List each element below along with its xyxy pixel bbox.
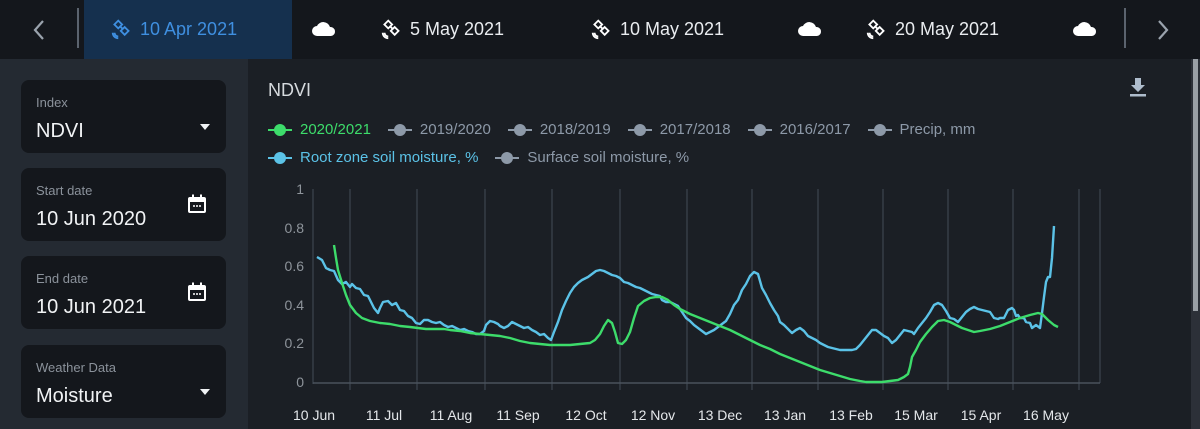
x-tick: 13 Dec <box>697 407 743 423</box>
filters-sidebar: Index NDVI Start date 10 Jun 2020 End da… <box>0 59 248 429</box>
satellite-icon <box>591 18 610 39</box>
legend-marker-icon <box>495 151 520 165</box>
y-tick: 0 <box>296 374 304 390</box>
legend-item-2016-2017[interactable]: 2016/2017 <box>747 121 851 138</box>
satellite-icon <box>866 18 885 39</box>
legend-row-2: Root zone soil moisture, % Surface soil … <box>268 149 706 166</box>
y-tick: 0.8 <box>284 220 304 236</box>
legend-marker-icon <box>387 123 412 137</box>
scene-date: 5 May 2021 <box>410 19 505 39</box>
x-tick: 15 Apr <box>960 407 1002 423</box>
caret-down-icon <box>200 389 210 395</box>
end-date-label: End date <box>36 271 89 286</box>
weather-data-select[interactable]: Weather Data Moisture <box>21 345 226 418</box>
chevron-right-icon <box>1158 19 1169 40</box>
y-tick: 0.2 <box>284 335 304 351</box>
cloud-icon[interactable] <box>1072 17 1098 39</box>
weather-data-value: Moisture <box>36 385 113 407</box>
chart-panel <box>248 59 1191 429</box>
satellite-icon <box>381 18 400 39</box>
x-tick: 16 May <box>1023 407 1069 423</box>
start-date-value: 10 Jun 2020 <box>36 208 147 230</box>
index-label: Index <box>36 95 68 110</box>
legend-item-surface-moisture[interactable]: Surface soil moisture, % <box>495 149 689 166</box>
legend-marker-icon <box>268 151 292 165</box>
y-tick: 0.4 <box>284 297 304 313</box>
scene-date: 10 May 2021 <box>620 19 725 39</box>
scene-item[interactable]: 10 May 2021 <box>590 0 724 59</box>
legend-marker-icon <box>627 123 652 137</box>
end-date-value: 10 Jun 2021 <box>36 296 147 318</box>
download-icon[interactable] <box>1127 76 1149 98</box>
start-date-field[interactable]: Start date 10 Jun 2020 <box>21 168 226 241</box>
index-select[interactable]: Index NDVI <box>21 80 226 153</box>
legend-item-precip[interactable]: Precip, mm <box>867 121 975 138</box>
divider <box>77 8 79 48</box>
scene-item[interactable]: 20 May 2021 <box>865 0 999 59</box>
y-tick: 0.6 <box>284 258 304 274</box>
legend-item-2017-2018[interactable]: 2017/2018 <box>627 121 731 138</box>
calendar-icon[interactable] <box>187 194 207 214</box>
end-date-field[interactable]: End date 10 Jun 2021 <box>21 256 226 329</box>
scene-date: 20 May 2021 <box>895 19 1000 39</box>
x-tick: 11 Jul <box>365 407 403 423</box>
scrollbar[interactable] <box>1191 59 1200 429</box>
legend-item-2019-2020[interactable]: 2019/2020 <box>387 121 491 138</box>
legend-marker-icon <box>747 123 772 137</box>
legend-marker-icon <box>268 123 292 137</box>
calendar-icon[interactable] <box>187 282 207 302</box>
cloud-icon[interactable] <box>311 17 337 39</box>
x-tick: 12 Nov <box>630 407 676 423</box>
legend-row-1: 2020/2021 2019/2020 2018/2019 2017/2018 … <box>268 121 992 138</box>
divider <box>1124 8 1126 48</box>
satellite-icon <box>111 18 130 39</box>
scene-item-active[interactable]: 10 Apr 2021 <box>84 0 292 59</box>
legend-marker-icon <box>867 123 892 137</box>
x-tick: 13 Feb <box>829 407 873 423</box>
legend-item-root-zone-moisture[interactable]: Root zone soil moisture, % <box>268 149 478 166</box>
chart-title: NDVI <box>268 80 312 100</box>
legend-item-2018-2019[interactable]: 2018/2019 <box>507 121 611 138</box>
legend-marker-icon <box>507 123 532 137</box>
scrollbar-thumb[interactable] <box>1193 59 1198 311</box>
caret-down-icon <box>200 124 210 130</box>
x-tick: 12 Oct <box>565 407 607 423</box>
next-scene-button[interactable] <box>1126 0 1200 59</box>
x-tick: 13 Jan <box>763 407 807 423</box>
x-tick: 11 Sep <box>496 407 540 423</box>
scene-item[interactable]: 5 May 2021 <box>380 0 504 59</box>
x-tick: 10 Jun <box>292 407 336 423</box>
cloud-icon[interactable] <box>797 17 823 39</box>
x-tick: 11 Aug <box>429 407 473 423</box>
prev-scene-button[interactable] <box>0 0 78 59</box>
scene-timeline-bar: 10 Apr 2021 5 May 2021 10 May 2021 20 Ma… <box>0 0 1200 59</box>
chevron-left-icon <box>33 19 44 40</box>
y-tick: 1 <box>296 181 304 197</box>
x-tick: 15 Mar <box>894 407 938 423</box>
index-value: NDVI <box>36 120 84 142</box>
scene-date: 10 Apr 2021 <box>140 19 238 39</box>
legend-item-2020-2021[interactable]: 2020/2021 <box>268 121 371 138</box>
start-date-label: Start date <box>36 183 93 198</box>
weather-data-label: Weather Data <box>36 360 116 375</box>
